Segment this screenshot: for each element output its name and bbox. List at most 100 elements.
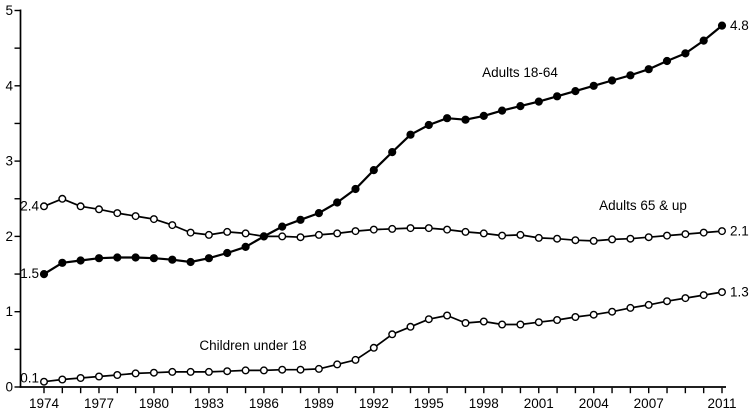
data-point: [717, 21, 727, 30]
data-point: [424, 224, 433, 233]
data-point: [278, 365, 287, 374]
data-point: [498, 320, 507, 329]
data-point: [424, 315, 433, 324]
data-point: [699, 228, 708, 237]
data-point: [40, 202, 49, 211]
data-point: [718, 288, 727, 297]
data-point: [589, 81, 598, 90]
data-point: [149, 215, 158, 224]
x-tick-label: 1974: [29, 396, 60, 411]
data-point: [168, 367, 177, 376]
data-point: [553, 316, 562, 325]
data-point: [296, 365, 305, 374]
x-tick-label: 1983: [194, 396, 224, 411]
data-point: [718, 227, 727, 236]
data-point: [149, 368, 158, 377]
y-tick-label: 5: [5, 3, 13, 18]
data-point: [534, 97, 543, 106]
data-point: [406, 224, 415, 233]
data-point: [278, 222, 287, 231]
data-point: [94, 205, 103, 214]
data-point: [681, 49, 690, 58]
x-tick-label: 2007: [634, 396, 664, 411]
x-tick-label: 1995: [414, 396, 444, 411]
data-point: [278, 232, 287, 241]
data-point: [479, 111, 488, 121]
y-tick-label: 0: [5, 380, 13, 395]
series-label: Adults 18-64: [482, 65, 558, 80]
start-value-label: 0.1: [20, 371, 39, 386]
data-point: [58, 194, 67, 203]
y-tick-label: 4: [5, 78, 13, 93]
data-point: [644, 65, 653, 74]
data-point: [351, 184, 360, 194]
data-point: [534, 318, 543, 327]
y-tick-label: 3: [5, 154, 13, 169]
data-point: [186, 257, 195, 267]
data-point: [58, 258, 67, 267]
series-line: [43, 291, 723, 383]
data-point: [204, 230, 213, 239]
data-point: [351, 355, 360, 364]
data-point: [94, 372, 103, 381]
start-value-label: 2.4: [20, 198, 39, 213]
data-point: [259, 232, 268, 241]
data-point: [681, 230, 690, 239]
data-point: [259, 366, 268, 375]
data-point: [76, 256, 85, 265]
x-tick-label: 2001: [524, 396, 554, 411]
data-point: [608, 76, 617, 85]
data-point: [516, 102, 525, 111]
data-point: [314, 209, 323, 218]
data-point: [369, 166, 378, 175]
x-tick-label: 1977: [84, 396, 114, 411]
data-point: [553, 234, 562, 243]
data-point: [113, 209, 122, 218]
data-point: [76, 202, 85, 211]
data-point: [333, 198, 342, 207]
data-point: [626, 234, 635, 243]
data-point: [168, 221, 177, 230]
data-point: [406, 130, 415, 139]
data-point: [406, 322, 415, 331]
data-point: [39, 270, 49, 279]
data-point: [424, 120, 433, 130]
data-point: [498, 106, 507, 115]
data-point: [443, 311, 452, 320]
data-point: [626, 303, 635, 312]
data-point: [333, 360, 342, 369]
data-point: [168, 255, 177, 264]
data-point: [388, 224, 397, 233]
data-point: [94, 254, 104, 263]
data-point: [461, 319, 470, 328]
data-point: [608, 235, 617, 244]
data-point: [186, 367, 195, 376]
data-point: [113, 253, 122, 262]
x-tick-label: 1980: [139, 396, 169, 411]
data-point: [534, 233, 543, 242]
data-point: [663, 297, 672, 306]
x-tick-label: 2004: [579, 396, 610, 411]
data-point: [644, 300, 653, 309]
data-point: [699, 36, 708, 45]
data-point: [461, 227, 470, 236]
series-label: Adults 65 & up: [599, 198, 687, 213]
start-value-label: 1.5: [20, 266, 39, 281]
data-point: [589, 310, 598, 319]
data-point: [663, 231, 672, 240]
data-point: [223, 367, 232, 376]
x-tick-label: 1998: [469, 396, 499, 411]
data-point: [241, 366, 250, 375]
data-point: [443, 225, 452, 234]
data-point: [699, 291, 708, 300]
data-point: [369, 225, 378, 234]
data-point: [149, 254, 158, 263]
data-point: [516, 320, 525, 329]
series-line: [43, 24, 723, 276]
data-point: [131, 212, 140, 221]
end-value-label: 1.3: [730, 285, 749, 300]
data-point: [388, 330, 397, 339]
data-point: [443, 114, 452, 123]
